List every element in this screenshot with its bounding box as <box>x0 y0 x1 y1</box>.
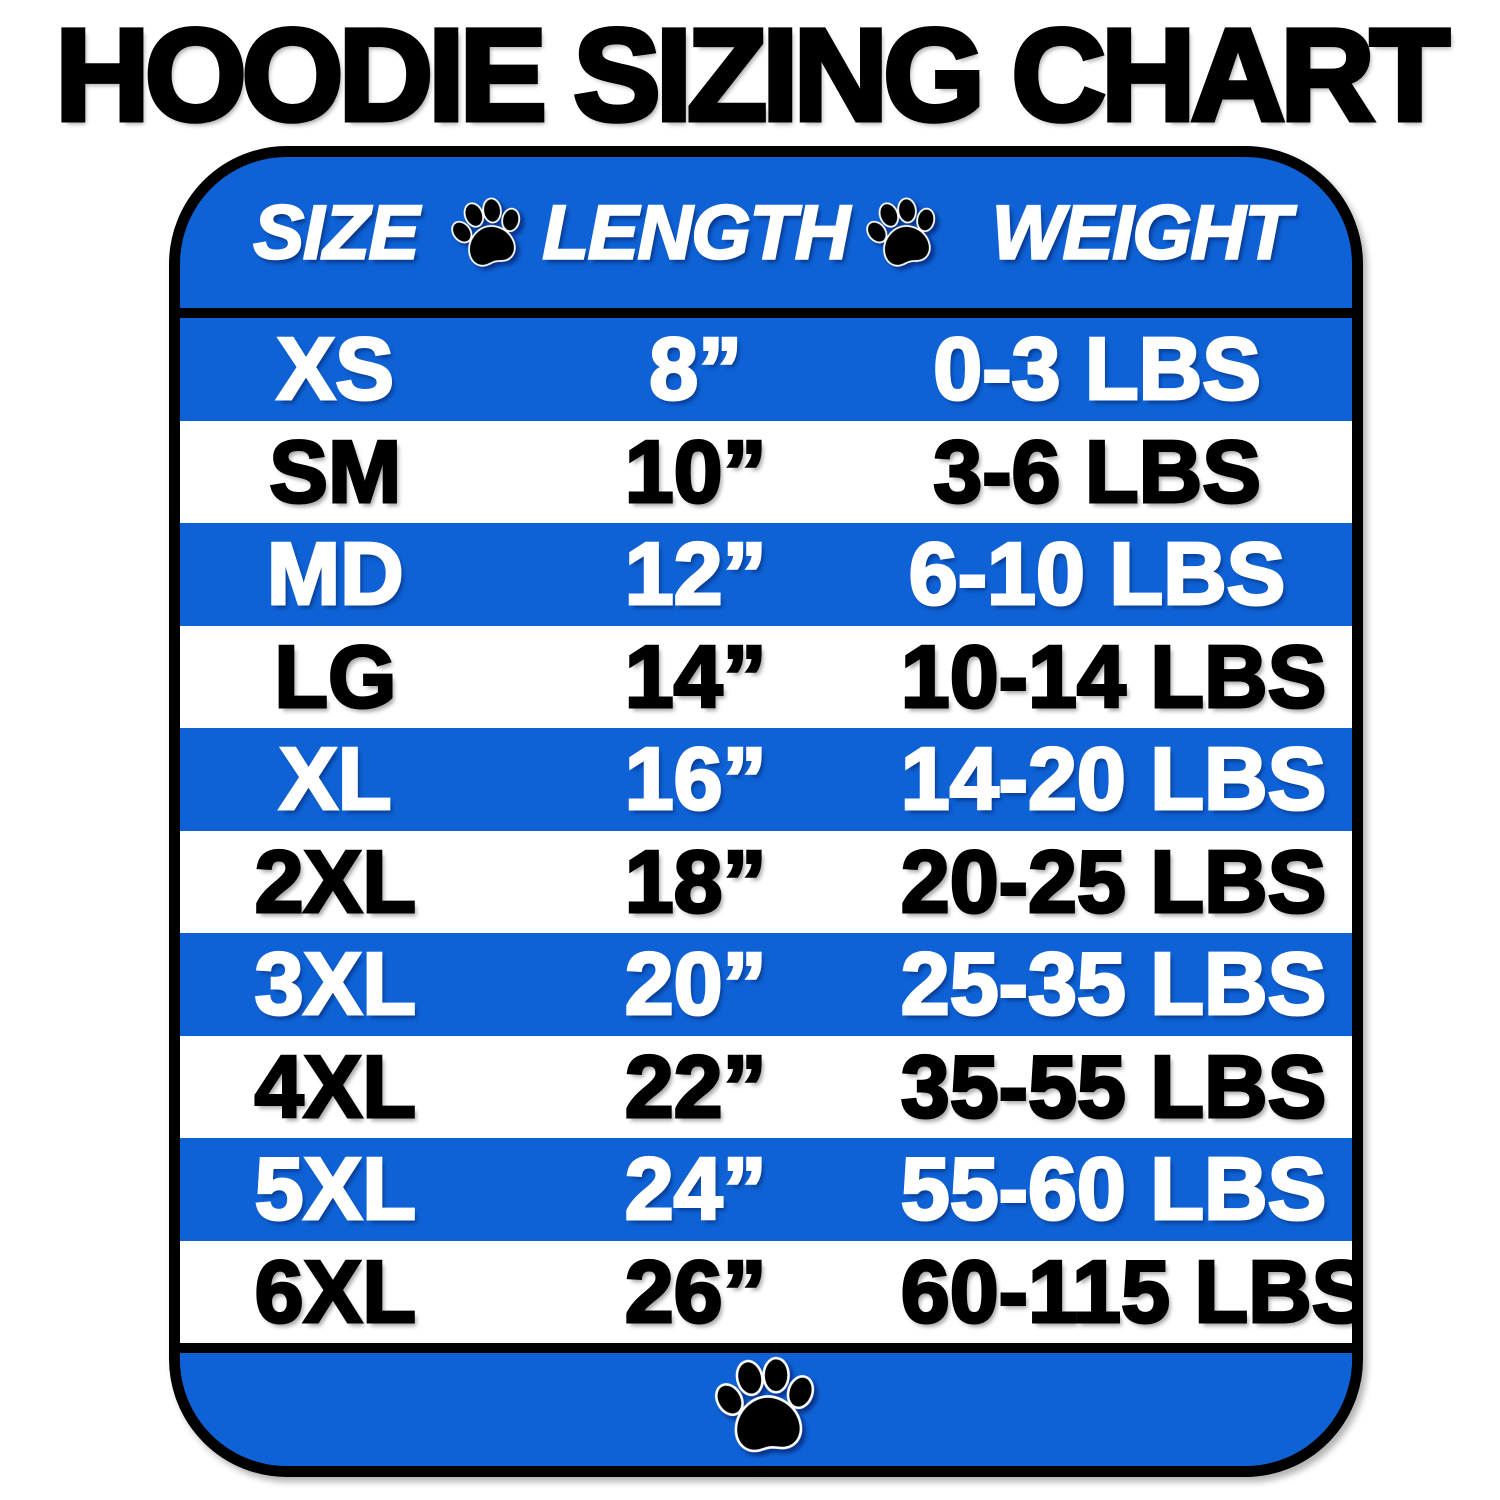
cell-weight: 25-35 LBS <box>899 934 1328 1034</box>
cell-size: SM <box>268 421 403 521</box>
cell-size: 2XL <box>253 831 417 931</box>
cell-length: 18” <box>623 831 768 931</box>
cell-size: 6XL <box>253 1241 417 1341</box>
cell-size: XS <box>275 319 395 419</box>
cell-size: MD <box>265 524 405 624</box>
table-row: 6XL 26” 60-115 LBS <box>180 1240 1352 1343</box>
header-divider <box>180 308 1352 318</box>
paw-print-icon <box>445 189 532 276</box>
cell-weight: 0-3 LBS <box>932 319 1263 419</box>
table-row: XL 16” 14-20 LBS <box>180 728 1352 831</box>
cell-size: 4XL <box>253 1036 417 1136</box>
cell-length: 24” <box>623 1139 768 1239</box>
table-row: 3XL 20” 25-35 LBS <box>180 933 1352 1036</box>
cell-weight: 20-25 LBS <box>899 831 1328 931</box>
sizing-chart-card: SIZE LENGTH WEIGHT XS 8” 0-3 LBS SM 10” 3-6 L… <box>169 146 1363 1477</box>
cell-weight: 3-6 LBS <box>932 421 1263 521</box>
cell-length: 26” <box>623 1241 768 1341</box>
table-row: 4XL 22” 35-55 LBS <box>180 1035 1352 1138</box>
paw-print-icon <box>710 1350 822 1462</box>
cell-weight: 6-10 LBS <box>907 524 1287 624</box>
cell-weight: 10-14 LBS <box>899 626 1328 726</box>
table-row: XS 8” 0-3 LBS <box>180 318 1352 421</box>
table-row: SM 10” 3-6 LBS <box>180 420 1352 523</box>
cell-length: 16” <box>623 729 768 829</box>
cell-weight: 55-60 LBS <box>899 1139 1328 1239</box>
cell-length: 8” <box>648 319 744 419</box>
table-row: 5XL 24” 55-60 LBS <box>180 1138 1352 1241</box>
column-header-weight: WEIGHT <box>991 189 1292 277</box>
footer-divider <box>180 1343 1352 1353</box>
table-body: XS 8” 0-3 LBS SM 10” 3-6 LBS MD 12” 6-10 LBS LG 14… <box>180 318 1352 1343</box>
table-row: LG 14” 10-14 LBS <box>180 625 1352 728</box>
cell-weight: 60-115 LBS <box>899 1241 1363 1341</box>
table-header-row: SIZE LENGTH WEIGHT <box>180 157 1352 308</box>
cell-length: 22” <box>623 1036 768 1136</box>
table-row: 2XL 18” 20-25 LBS <box>180 830 1352 933</box>
column-header-length: LENGTH <box>541 189 851 277</box>
paw-print-icon <box>859 189 946 276</box>
cell-size: 5XL <box>253 1139 417 1239</box>
page-title: HOODIE SIZING CHART <box>53 1 1453 148</box>
cell-size: 3XL <box>253 934 417 1034</box>
cell-length: 20” <box>623 934 768 1034</box>
cell-length: 10” <box>623 421 768 521</box>
cell-size: XL <box>278 729 393 829</box>
cell-length: 12” <box>623 524 768 624</box>
cell-size: LG <box>273 626 398 726</box>
cell-weight: 14-20 LBS <box>899 729 1328 829</box>
column-header-size: SIZE <box>252 189 420 277</box>
cell-length: 14” <box>623 626 768 726</box>
table-row: MD 12” 6-10 LBS <box>180 523 1352 626</box>
cell-weight: 35-55 LBS <box>899 1036 1328 1136</box>
table-footer <box>180 1353 1352 1466</box>
